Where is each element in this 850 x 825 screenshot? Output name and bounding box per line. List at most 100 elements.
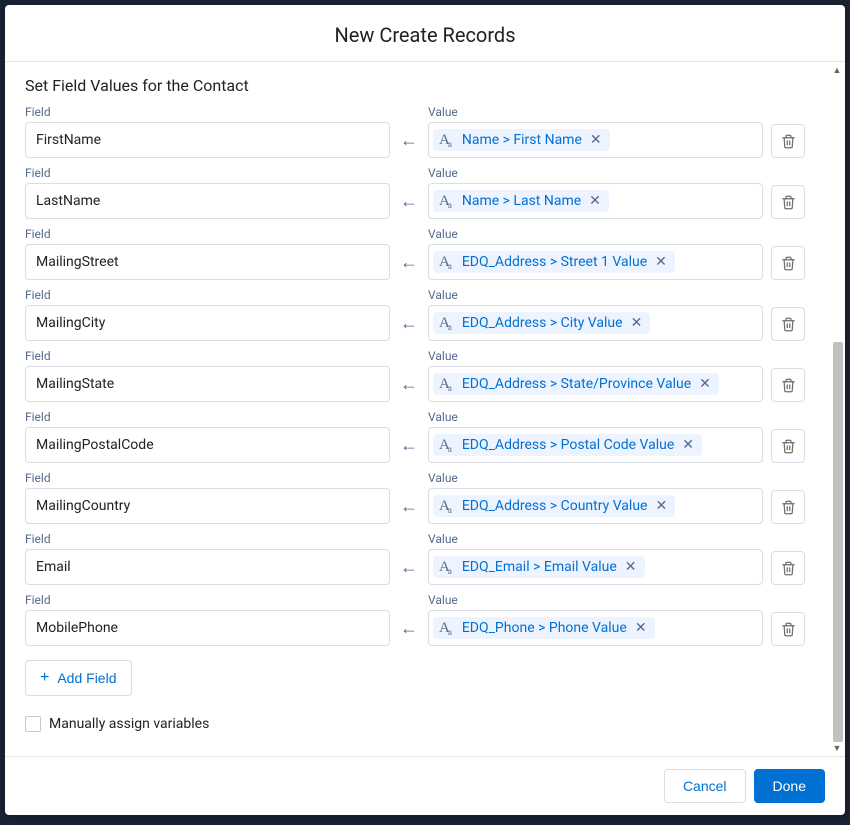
scroll-up-arrow[interactable]: ▲ (829, 62, 845, 78)
value-pill: AaEDQ_Address > Country Value✕ (433, 495, 675, 517)
text-type-icon: Aa (437, 255, 456, 270)
scroll-down-arrow[interactable]: ▼ (829, 740, 845, 756)
field-row: FieldMailingPostalCode←ValueAaEDQ_Addres… (25, 410, 807, 463)
modal-body: Set Field Values for the Contact FieldFi… (5, 62, 845, 756)
manually-assign-checkbox[interactable] (25, 716, 41, 732)
text-type-icon: Aa (437, 560, 456, 575)
remove-value-icon[interactable]: ✕ (587, 193, 603, 209)
value-text: EDQ_Address > Street 1 Value (462, 254, 647, 270)
remove-value-icon[interactable]: ✕ (629, 315, 645, 331)
assign-arrow: ← (398, 610, 420, 646)
done-button[interactable]: Done (754, 769, 825, 803)
field-input[interactable]: MailingStreet (25, 244, 390, 280)
remove-value-icon[interactable]: ✕ (653, 498, 669, 514)
field-row: FieldFirstName←ValueAaName > First Name✕ (25, 105, 807, 158)
field-label: Field (25, 166, 390, 180)
arrow-left-icon: ← (400, 618, 418, 639)
delete-row-button[interactable] (771, 246, 805, 280)
value-label: Value (428, 105, 763, 119)
text-type-icon: Aa (437, 316, 456, 331)
cancel-button[interactable]: Cancel (664, 769, 746, 803)
text-type-icon: Aa (437, 194, 456, 209)
field-row: FieldMobilePhone←ValueAaEDQ_Phone > Phon… (25, 593, 807, 646)
field-row: Field MailingStreet← Value Aa EDQ_Address > … (25, 227, 807, 280)
value-label: Value (428, 288, 763, 302)
value-input[interactable]: AaEDQ_Address > Country Value✕ (428, 488, 763, 524)
manually-assign-label: Manually assign variables (49, 716, 209, 732)
modal-header: New Create Records (5, 5, 845, 62)
field-input[interactable]: Email (25, 549, 390, 585)
field-row: Field MailingCity ← Value AaEDQ_Address > Ci… (25, 288, 807, 341)
value-input[interactable]: AaEDQ_Email > Email Value✕ (428, 549, 763, 585)
remove-value-icon[interactable]: ✕ (697, 376, 713, 392)
assign-arrow: ← (398, 549, 420, 585)
add-field-button[interactable]: + Add Field (25, 660, 132, 696)
remove-value-icon[interactable]: ✕ (653, 254, 669, 270)
field-input[interactable]: FirstName (25, 122, 390, 158)
value-label: Value (428, 227, 763, 241)
delete-row-button[interactable] (771, 368, 805, 402)
value-input[interactable]: AaEDQ_Address > State/Province Value✕ (428, 366, 763, 402)
remove-value-icon[interactable]: ✕ (680, 437, 696, 453)
assign-arrow: ← (398, 244, 420, 280)
field-row: Field MailingCountry← Value AaEDQ_Address >… (25, 471, 807, 524)
delete-row-button[interactable] (771, 307, 805, 341)
assign-arrow: ← (398, 305, 420, 341)
delete-row-button[interactable] (771, 429, 805, 463)
field-input[interactable]: LastName (25, 183, 390, 219)
assign-arrow: ← (398, 122, 420, 158)
value-pill: AaName > First Name✕ (433, 129, 610, 151)
value-text: Name > First Name (462, 132, 582, 148)
value-text: Name > Last Name (462, 193, 581, 209)
field-label: Field (25, 471, 390, 485)
assign-arrow: ← (398, 366, 420, 402)
assign-arrow: ← (398, 183, 420, 219)
value-pill: Aa EDQ_Address > Street 1 Value ✕ (433, 251, 675, 273)
field-label: Field (25, 349, 390, 363)
field-input[interactable]: MailingCountry (25, 488, 390, 524)
value-input[interactable]: AaEDQ_Phone > Phone Value✕ (428, 610, 763, 646)
field-row: FieldLastName←ValueAaName > Last Name✕ (25, 166, 807, 219)
value-pill: Aa Name > Last Name ✕ (433, 190, 609, 212)
value-text: EDQ_Phone > Phone Value (462, 620, 627, 636)
arrow-left-icon: ← (400, 435, 418, 456)
remove-value-icon[interactable]: ✕ (623, 559, 639, 575)
modal-title: New Create Records (5, 23, 845, 47)
assign-arrow: ← (398, 488, 420, 524)
value-input[interactable]: AaEDQ_Address > Postal Code Value✕ (428, 427, 763, 463)
section-title: Set Field Values for the Contact (25, 76, 807, 95)
value-input[interactable]: AaEDQ_Address > City Value✕ (428, 305, 763, 341)
field-input[interactable]: MailingCity (25, 305, 390, 341)
field-label: Field (25, 410, 390, 424)
value-label: Value (428, 471, 763, 485)
value-text: EDQ_Address > State/Province Value (462, 376, 691, 392)
delete-row-button[interactable] (771, 612, 805, 646)
field-label: Field (25, 288, 390, 302)
field-label: Field (25, 105, 390, 119)
value-pill: AaEDQ_Address > City Value✕ (433, 312, 650, 334)
value-pill: AaEDQ_Address > State/Province Value✕ (433, 373, 719, 395)
arrow-left-icon: ← (400, 313, 418, 334)
value-label: Value (428, 349, 763, 363)
value-pill: AaEDQ_Address > Postal Code Value✕ (433, 434, 702, 456)
assign-arrow: ← (398, 427, 420, 463)
delete-row-button[interactable] (771, 551, 805, 585)
delete-row-button[interactable] (771, 124, 805, 158)
value-input[interactable]: AaName > First Name✕ (428, 122, 763, 158)
field-label: Field (25, 227, 390, 241)
field-input[interactable]: MobilePhone (25, 610, 390, 646)
field-input[interactable]: MailingPostalCode (25, 427, 390, 463)
arrow-left-icon: ← (400, 191, 418, 212)
remove-value-icon[interactable]: ✕ (588, 132, 604, 148)
scrollbar[interactable]: ▲ ▼ (829, 62, 845, 756)
delete-row-button[interactable] (771, 185, 805, 219)
delete-row-button[interactable] (771, 490, 805, 524)
scroll-thumb[interactable] (833, 342, 843, 742)
field-row: FieldEmail←ValueAaEDQ_Email > Email Valu… (25, 532, 807, 585)
field-label: Field (25, 593, 390, 607)
remove-value-icon[interactable]: ✕ (633, 620, 649, 636)
value-input[interactable]: Aa EDQ_Address > Street 1 Value ✕ (428, 244, 763, 280)
field-input[interactable]: MailingState (25, 366, 390, 402)
value-text: EDQ_Address > Postal Code Value (462, 437, 674, 453)
value-input[interactable]: Aa Name > Last Name ✕ (428, 183, 763, 219)
